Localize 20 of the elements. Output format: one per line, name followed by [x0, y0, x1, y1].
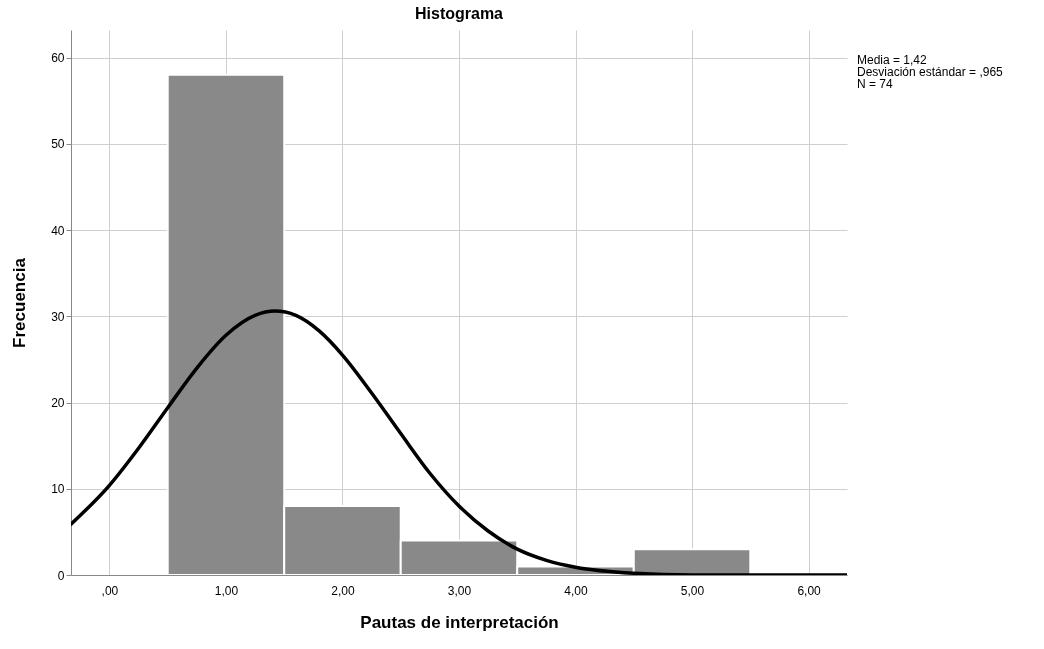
x-tick-label: ,00 — [101, 583, 119, 598]
x-tick-label: 2,00 — [331, 583, 355, 598]
y-tick-label: 0 — [57, 568, 65, 583]
y-tick-label: 50 — [51, 137, 65, 152]
y-axis-title: Frecuencia — [10, 257, 30, 348]
text: N = 74 — [857, 77, 894, 91]
x-tick-label: 1,00 — [214, 583, 239, 598]
x-axis-title: Pautas de interpretación — [360, 612, 559, 632]
text: Desviación estándar = ,965 — [857, 65, 1004, 79]
chart-title: Histograma — [414, 5, 504, 22]
y-tick-label: 60 — [51, 51, 65, 66]
x-tick-label: 6,00 — [797, 583, 822, 598]
y-tick-label: 10 — [51, 482, 65, 497]
y-tick-label: 20 — [51, 396, 65, 411]
x-tick-label: 4,00 — [564, 583, 589, 598]
text: Media = 1,42 — [857, 53, 928, 67]
x-tick-label: 5,00 — [680, 583, 705, 598]
x-tick-label: 3,00 — [447, 583, 472, 598]
y-tick-label: 40 — [51, 223, 65, 238]
y-tick-label: 30 — [51, 309, 65, 324]
